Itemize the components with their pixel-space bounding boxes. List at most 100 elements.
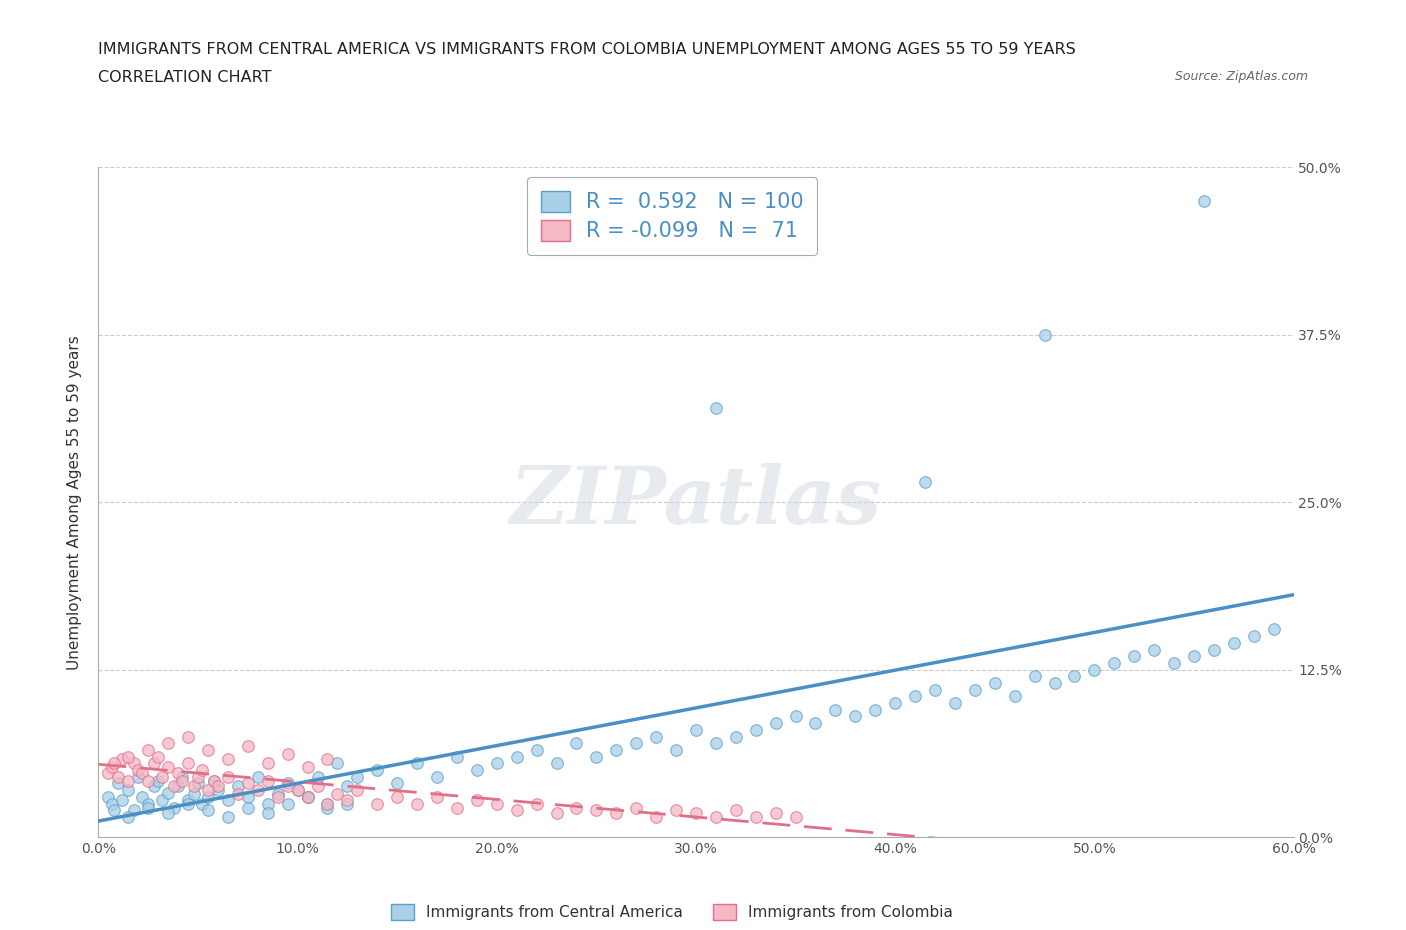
Point: [585, 750, 607, 764]
Point: [605, 742, 627, 757]
Point: [177, 729, 200, 744]
Point: [236, 776, 259, 790]
Point: [136, 796, 159, 811]
Point: [1004, 689, 1026, 704]
Point: [943, 696, 966, 711]
Point: [297, 790, 319, 804]
Point: [236, 790, 259, 804]
Point: [924, 683, 946, 698]
Point: [366, 796, 388, 811]
Point: [385, 776, 409, 790]
Point: [1192, 193, 1215, 208]
Point: [704, 809, 727, 824]
Point: [177, 796, 200, 811]
Point: [157, 760, 180, 775]
Point: [202, 774, 225, 789]
Point: [117, 783, 139, 798]
Point: [202, 774, 225, 789]
Point: [765, 805, 787, 820]
Point: [336, 792, 359, 807]
Point: [150, 792, 173, 807]
Point: [267, 790, 290, 804]
Point: [101, 796, 124, 811]
Point: [177, 756, 200, 771]
Point: [316, 751, 339, 766]
Point: [914, 474, 936, 489]
Point: [745, 723, 768, 737]
Point: [124, 756, 146, 771]
Point: [465, 763, 488, 777]
Point: [277, 778, 299, 793]
Point: [136, 742, 159, 757]
Point: [804, 716, 827, 731]
Point: [526, 742, 548, 757]
Point: [157, 736, 180, 751]
Point: [765, 716, 787, 731]
Point: [256, 774, 278, 789]
Point: [267, 787, 290, 802]
Point: [191, 796, 214, 811]
Point: [97, 765, 120, 780]
Point: [665, 742, 688, 757]
Point: [385, 790, 409, 804]
Point: [143, 778, 166, 793]
Point: [446, 800, 468, 815]
Point: [645, 809, 668, 824]
Point: [207, 778, 229, 793]
Text: Source: ZipAtlas.com: Source: ZipAtlas.com: [1174, 70, 1308, 83]
Point: [187, 769, 209, 784]
Point: [626, 800, 648, 815]
Point: [131, 790, 153, 804]
Point: [148, 750, 170, 764]
Point: [172, 769, 194, 784]
Point: [745, 809, 768, 824]
Point: [326, 756, 349, 771]
Point: [336, 796, 359, 811]
Point: [226, 778, 249, 793]
Point: [346, 783, 368, 798]
Point: [824, 702, 846, 717]
Point: [297, 790, 319, 804]
Point: [963, 683, 986, 698]
Point: [150, 769, 173, 784]
Point: [1243, 629, 1265, 644]
Point: [366, 763, 388, 777]
Point: [157, 785, 180, 800]
Point: [217, 769, 239, 784]
Point: [191, 763, 214, 777]
Point: [136, 800, 159, 815]
Point: [585, 803, 607, 817]
Point: [307, 769, 329, 784]
Point: [1123, 649, 1146, 664]
Point: [785, 809, 807, 824]
Point: [236, 738, 259, 753]
Point: [326, 787, 349, 802]
Point: [277, 747, 299, 762]
Point: [863, 702, 887, 717]
Point: [904, 689, 927, 704]
Point: [103, 803, 125, 817]
Point: [336, 778, 359, 793]
Point: [1102, 656, 1125, 671]
Point: [426, 790, 449, 804]
Point: [704, 736, 727, 751]
Point: [546, 756, 568, 771]
Point: [884, 696, 907, 711]
Point: [117, 809, 139, 824]
Point: [645, 729, 668, 744]
Point: [117, 774, 139, 789]
Point: [197, 803, 219, 817]
Point: [426, 769, 449, 784]
Point: [485, 796, 508, 811]
Point: [297, 790, 319, 804]
Point: [197, 790, 219, 804]
Point: [785, 709, 807, 724]
Point: [107, 776, 129, 790]
Point: [163, 778, 186, 793]
Point: [316, 796, 339, 811]
Point: [346, 769, 368, 784]
Point: [111, 792, 134, 807]
Point: [984, 675, 1007, 690]
Point: [546, 805, 568, 820]
Point: [506, 750, 529, 764]
